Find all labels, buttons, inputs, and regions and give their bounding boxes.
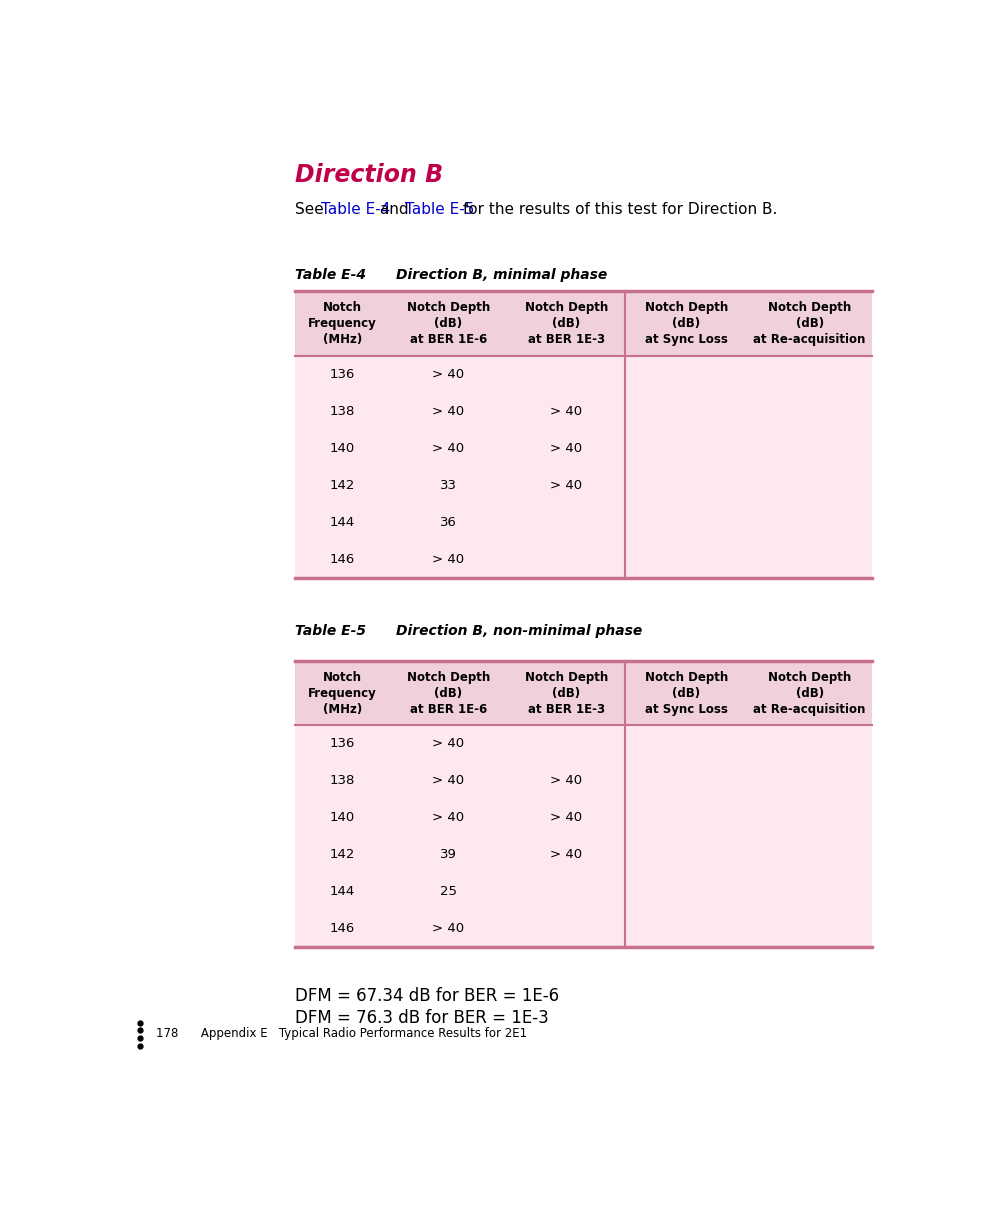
Text: DFM = 67.34 dB for BER = 1E-6: DFM = 67.34 dB for BER = 1E-6: [295, 987, 559, 1005]
Text: 36: 36: [440, 516, 457, 528]
Bar: [295, 292, 872, 356]
Text: 140: 140: [330, 811, 355, 825]
Text: > 40: > 40: [432, 811, 464, 825]
Text: DFM = 76.3 dB for BER = 1E-3: DFM = 76.3 dB for BER = 1E-3: [295, 1009, 549, 1027]
Text: > 40: > 40: [550, 775, 583, 787]
Text: Table E-4: Table E-4: [295, 268, 366, 282]
Text: > 40: > 40: [432, 442, 464, 455]
Text: 142: 142: [330, 478, 355, 492]
Text: > 40: > 40: [432, 775, 464, 787]
Text: Table E-4: Table E-4: [321, 201, 391, 217]
Bar: [295, 661, 872, 726]
Text: Direction B, minimal phase: Direction B, minimal phase: [396, 268, 607, 282]
Text: Notch Depth
(dB)
at BER 1E-3: Notch Depth (dB) at BER 1E-3: [524, 301, 608, 346]
Text: > 40: > 40: [432, 737, 464, 750]
Text: 140: 140: [330, 442, 355, 455]
Text: Notch Depth
(dB)
at BER 1E-3: Notch Depth (dB) at BER 1E-3: [524, 671, 608, 716]
Text: > 40: > 40: [550, 848, 583, 861]
Text: Notch
Frequency
(MHz): Notch Frequency (MHz): [308, 671, 377, 716]
Text: 138: 138: [330, 775, 355, 787]
Text: > 40: > 40: [432, 922, 464, 936]
Text: 39: 39: [440, 848, 457, 861]
Bar: [295, 356, 872, 577]
Text: > 40: > 40: [432, 553, 464, 566]
Text: Notch Depth
(dB)
at BER 1E-6: Notch Depth (dB) at BER 1E-6: [406, 671, 490, 716]
Bar: [295, 726, 872, 947]
Text: Notch Depth
(dB)
at Sync Loss: Notch Depth (dB) at Sync Loss: [645, 301, 728, 346]
Text: Notch
Frequency
(MHz): Notch Frequency (MHz): [308, 301, 377, 346]
Text: for the results of this test for Direction B.: for the results of this test for Directi…: [459, 201, 778, 217]
Text: 144: 144: [330, 886, 355, 898]
Text: 144: 144: [330, 516, 355, 528]
Text: Direction B: Direction B: [295, 163, 443, 188]
Text: 138: 138: [330, 405, 355, 417]
Text: Notch Depth
(dB)
at Sync Loss: Notch Depth (dB) at Sync Loss: [645, 671, 728, 716]
Text: 142: 142: [330, 848, 355, 861]
Text: > 40: > 40: [550, 405, 583, 417]
Text: Direction B, non-minimal phase: Direction B, non-minimal phase: [396, 623, 642, 638]
Text: 146: 146: [330, 553, 355, 566]
Text: > 40: > 40: [550, 811, 583, 825]
Text: > 40: > 40: [550, 442, 583, 455]
Text: 136: 136: [330, 737, 355, 750]
Text: > 40: > 40: [550, 478, 583, 492]
Text: 146: 146: [330, 922, 355, 936]
Text: Notch Depth
(dB)
at Re-acquisition: Notch Depth (dB) at Re-acquisition: [754, 301, 866, 346]
Text: Notch Depth
(dB)
at BER 1E-6: Notch Depth (dB) at BER 1E-6: [406, 301, 490, 346]
Text: > 40: > 40: [432, 367, 464, 381]
Text: 178      Appendix E   Typical Radio Performance Results for 2E1: 178 Appendix E Typical Radio Performance…: [155, 1027, 526, 1039]
Text: 33: 33: [440, 478, 457, 492]
Text: Table E-5: Table E-5: [404, 201, 474, 217]
Text: Table E-5: Table E-5: [295, 623, 366, 638]
Text: 136: 136: [330, 367, 355, 381]
Text: and: and: [375, 201, 413, 217]
Text: See: See: [295, 201, 329, 217]
Text: > 40: > 40: [432, 405, 464, 417]
Text: Notch Depth
(dB)
at Re-acquisition: Notch Depth (dB) at Re-acquisition: [754, 671, 866, 716]
Text: 25: 25: [440, 886, 457, 898]
